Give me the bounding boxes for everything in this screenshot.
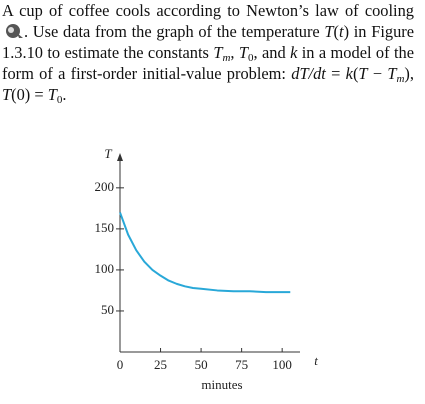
text: in a model of the form of a first-order … xyxy=(2,43,414,83)
text: m xyxy=(222,52,231,64)
x-axis-label: t xyxy=(314,353,318,368)
text: ( xyxy=(352,64,359,83)
y-tick-label: 100 xyxy=(95,261,115,276)
text: 0 xyxy=(56,94,63,106)
text: k xyxy=(345,64,353,83)
text: , and xyxy=(253,43,291,62)
axis-arrow xyxy=(117,153,123,161)
text: − xyxy=(367,64,388,83)
text: T xyxy=(358,64,368,83)
text: T xyxy=(47,85,57,104)
text: t xyxy=(339,22,344,41)
text: dT/dt xyxy=(291,64,326,83)
x-tick-label: 0 xyxy=(117,357,124,372)
y-axis-label: T xyxy=(104,146,112,161)
text: m xyxy=(396,73,405,85)
text: T xyxy=(2,85,12,104)
text: T xyxy=(238,43,249,62)
x-axis-title: minutes xyxy=(201,377,242,392)
y-tick-label: 150 xyxy=(95,220,115,235)
audio-icon[interactable] xyxy=(4,23,24,39)
text: k xyxy=(290,43,298,62)
text: . Use data from the graph of the tempera… xyxy=(24,22,325,41)
text: ), xyxy=(404,64,414,83)
y-tick-label: 200 xyxy=(95,179,115,194)
text: T xyxy=(213,43,223,62)
text: T xyxy=(387,64,397,83)
x-tick-label: 75 xyxy=(235,357,248,372)
chart: T t minutes 50 100 150 200 0 25 50 75 100 xyxy=(95,146,319,392)
text: = xyxy=(325,64,346,83)
text: (0) = xyxy=(11,85,48,104)
text: ( xyxy=(333,22,340,41)
x-tick-label: 100 xyxy=(272,357,292,372)
text: 0 xyxy=(248,52,254,64)
text: A cup of coffee cools according to Newto… xyxy=(2,1,414,20)
text: T xyxy=(324,22,334,41)
temperature-curve xyxy=(119,212,291,294)
x-tick-label: 50 xyxy=(195,357,208,372)
problem-text: A cup of coffee cools according to Newto… xyxy=(2,0,414,106)
text: , xyxy=(230,43,239,62)
x-tick-label: 25 xyxy=(154,357,167,372)
y-tick-label: 50 xyxy=(101,302,114,317)
text: . xyxy=(62,85,67,104)
text: ) in Figure 1.3.10 to estimate the const… xyxy=(2,22,414,62)
